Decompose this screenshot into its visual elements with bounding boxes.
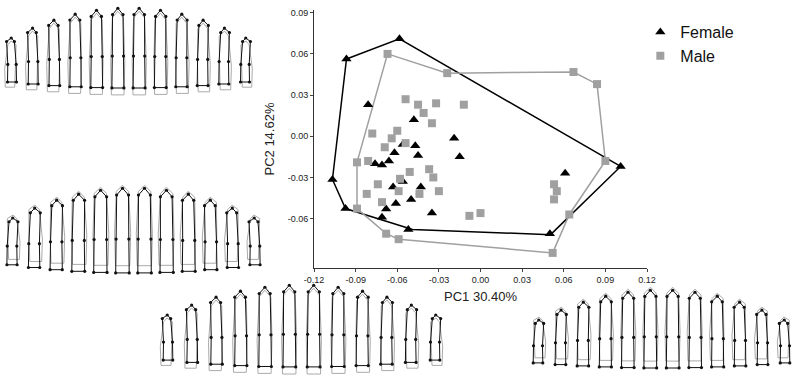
svg-text:0.03: 0.03 (513, 275, 531, 285)
svg-text:-0.09: -0.09 (345, 275, 366, 285)
svg-text:-0.03: -0.03 (429, 275, 450, 285)
svg-text:-0.12: -0.12 (304, 275, 325, 285)
svg-text:0.03: 0.03 (291, 90, 309, 100)
svg-text:0.09: 0.09 (597, 275, 615, 285)
svg-text:0.00: 0.00 (291, 131, 309, 141)
svg-text:Female: Female (680, 24, 733, 41)
svg-text:0.06: 0.06 (291, 49, 309, 59)
svg-text:0.06: 0.06 (555, 275, 573, 285)
svg-text:PC1 30.40%: PC1 30.40% (444, 289, 517, 304)
svg-text:0.00: 0.00 (472, 275, 490, 285)
svg-text:0.09: 0.09 (291, 8, 309, 18)
svg-text:0.12: 0.12 (638, 275, 656, 285)
svg-text:-0.03: -0.03 (288, 173, 309, 183)
svg-text:PC2 14.62%: PC2 14.62% (262, 102, 277, 175)
svg-text:-0.06: -0.06 (387, 275, 408, 285)
svg-text:-0.06: -0.06 (288, 214, 309, 224)
svg-text:Male: Male (680, 48, 715, 65)
